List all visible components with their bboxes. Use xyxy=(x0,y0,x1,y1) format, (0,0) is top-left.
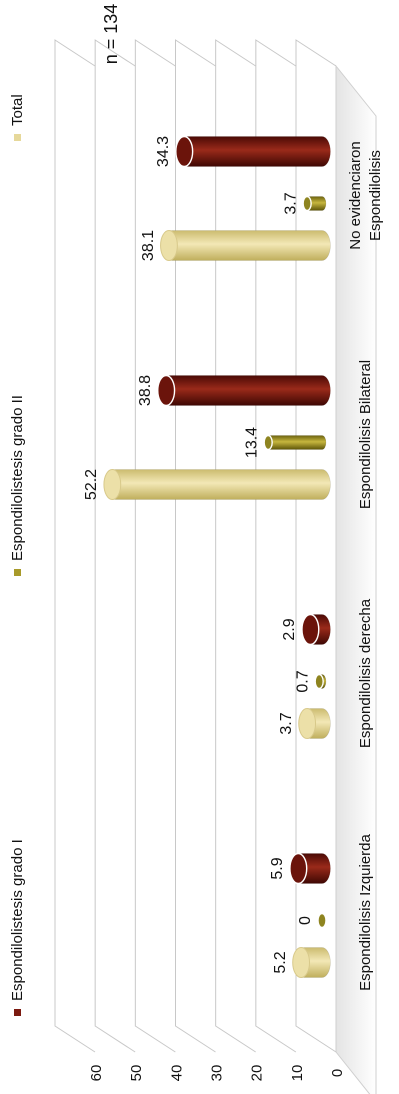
data-label: 3.7 xyxy=(282,192,299,214)
legend-swatch xyxy=(14,569,21,576)
gridline xyxy=(94,39,136,1053)
bars xyxy=(103,135,331,978)
data-label: 34.3 xyxy=(155,136,172,167)
y-tick-label: 0 xyxy=(329,1069,346,1077)
legend-label: Espondilolistesis grado I xyxy=(9,839,26,1001)
bar-cap xyxy=(301,613,320,646)
bar-body xyxy=(168,230,331,261)
data-label: 38.1 xyxy=(140,230,157,261)
chart-text: 0 10 20 30 40 50 60 Espondilolisis Izquierda 5.9… xyxy=(9,4,384,1082)
category-label: Espondilolisis Bilateral xyxy=(357,360,374,509)
data-label: 5.2 xyxy=(272,951,289,973)
y-tick-label: 30 xyxy=(208,1065,225,1082)
bar-body xyxy=(165,375,331,406)
data-label: 13.4 xyxy=(243,427,260,458)
bar xyxy=(103,469,331,500)
y-tick-label: 50 xyxy=(128,1065,145,1082)
bar-body xyxy=(267,435,327,450)
bar xyxy=(317,912,327,929)
bar-cap xyxy=(289,852,308,885)
bar-cap xyxy=(317,912,327,929)
bar-cap xyxy=(302,195,312,212)
bar xyxy=(292,947,331,978)
bar-body xyxy=(306,196,327,211)
bar-cap xyxy=(103,469,122,500)
bar xyxy=(302,195,327,212)
y-tick-label: 10 xyxy=(289,1065,306,1082)
data-label: 2.9 xyxy=(281,618,298,640)
category-label: Espondilolisis xyxy=(367,150,384,241)
bar xyxy=(160,230,331,261)
category-label: Espondilolisis Izquierda xyxy=(357,833,374,990)
y-tick-label: 40 xyxy=(168,1065,185,1082)
gridline xyxy=(295,39,337,1053)
data-label: 0.7 xyxy=(294,670,311,692)
category-label: No evidenciaron xyxy=(347,141,364,249)
legend-label: Total xyxy=(9,94,26,126)
bar xyxy=(298,708,331,739)
bar xyxy=(263,434,327,451)
gridline xyxy=(255,39,297,1053)
legend-swatch xyxy=(14,134,21,141)
gridlines xyxy=(54,39,337,1053)
bar xyxy=(301,613,331,646)
sample-size-note: n = 134 xyxy=(101,4,121,65)
bar-cap xyxy=(157,374,176,407)
gridline xyxy=(134,39,176,1053)
y-tick-label: 60 xyxy=(88,1065,105,1082)
gridline xyxy=(215,39,256,1053)
bar xyxy=(314,673,327,690)
chart-floor xyxy=(335,64,377,1094)
bar-cap xyxy=(298,708,317,739)
y-tick-label: 20 xyxy=(249,1065,266,1082)
bar-body xyxy=(112,469,331,500)
category-label: Espondilolisis derecha xyxy=(357,598,374,748)
bar xyxy=(157,374,331,407)
data-label: 5.9 xyxy=(269,857,286,879)
bar-cap xyxy=(314,673,324,690)
data-label: 0 xyxy=(297,916,314,925)
gridline xyxy=(175,39,216,1053)
data-label: 52.2 xyxy=(83,469,100,500)
legend-label: Espondilolistesis grado II xyxy=(9,395,26,561)
legend-swatch xyxy=(14,1009,21,1016)
data-label: 3.7 xyxy=(278,712,295,734)
bar-body xyxy=(183,136,331,167)
bar-cap xyxy=(263,434,273,451)
bar xyxy=(289,852,331,885)
bar-cap xyxy=(175,135,194,168)
data-label: 38.8 xyxy=(137,375,154,406)
bar-cap xyxy=(292,947,311,978)
chart-floor-plane xyxy=(335,64,377,1094)
gridline xyxy=(54,39,96,1053)
bar xyxy=(175,135,331,168)
bar-cap xyxy=(160,230,178,261)
